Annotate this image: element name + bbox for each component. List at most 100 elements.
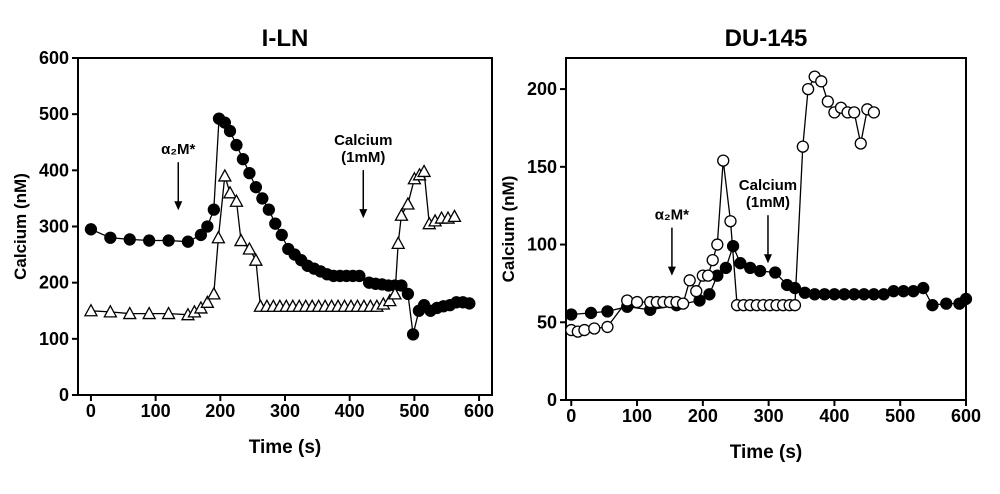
y-tick-label: 200: [527, 79, 557, 99]
marker: [917, 281, 930, 295]
marker: [103, 304, 118, 318]
x-tick-label: 0: [566, 406, 576, 426]
x-tick-label: 100: [622, 406, 652, 426]
marker: [621, 294, 634, 307]
y-tick-label: 0: [547, 390, 557, 410]
marker: [796, 140, 809, 153]
annotation-text: (1mM): [746, 194, 790, 211]
marker: [387, 286, 403, 300]
marker: [201, 220, 214, 233]
marker: [206, 286, 221, 300]
marker: [406, 328, 420, 341]
marker: [104, 231, 117, 244]
y-tick-label: 50: [537, 312, 557, 332]
marker: [229, 193, 244, 207]
marker: [207, 203, 220, 216]
marker: [601, 320, 614, 334]
y-axis-label: Calcium (nM): [11, 173, 30, 280]
marker: [83, 303, 99, 317]
y-axis-label: Calcium (nM): [499, 176, 518, 283]
marker: [711, 238, 724, 251]
marker: [391, 235, 406, 250]
marker: [801, 82, 815, 96]
y-tick-label: 150: [527, 157, 557, 177]
marker: [142, 306, 157, 320]
marker: [233, 233, 249, 247]
marker: [798, 286, 811, 299]
annotation-text: Calcium: [334, 132, 392, 149]
x-tick-label: 400: [335, 401, 365, 421]
marker: [719, 261, 733, 275]
annotation-text: Calcium: [739, 177, 797, 194]
annotation-arrowhead: [174, 201, 183, 211]
x-tick-label: 600: [464, 401, 494, 421]
marker: [717, 154, 730, 167]
marker: [256, 192, 269, 205]
marker: [848, 106, 861, 119]
marker: [236, 152, 250, 166]
marker: [382, 293, 397, 307]
annotation-text: α₂M*: [655, 207, 689, 224]
marker: [867, 106, 881, 119]
marker: [248, 252, 263, 266]
marker: [262, 203, 275, 216]
x-tick-label: 300: [754, 406, 784, 426]
marker: [275, 228, 288, 242]
marker: [123, 233, 136, 246]
marker: [416, 164, 432, 178]
marker: [194, 228, 208, 242]
marker: [162, 234, 175, 247]
marker: [200, 294, 215, 308]
marker: [854, 137, 867, 150]
y-tick-label: 100: [527, 235, 557, 255]
marker: [788, 299, 802, 312]
marker: [463, 297, 476, 310]
marker: [161, 306, 176, 320]
marker: [249, 181, 263, 194]
marker: [690, 285, 703, 298]
marker: [400, 196, 416, 210]
marker: [584, 306, 598, 320]
marker: [122, 306, 137, 320]
marker: [959, 292, 973, 306]
x-axis-label: Time (s): [730, 442, 803, 463]
marker: [269, 217, 282, 230]
x-tick-label: 200: [205, 401, 235, 421]
annotation-arrowhead: [763, 254, 772, 264]
x-tick-label: 300: [270, 401, 300, 421]
y-tick-label: 0: [59, 385, 69, 405]
x-axis-label: Time (s): [249, 437, 322, 458]
x-tick-label: 500: [399, 401, 429, 421]
y-tick-label: 600: [39, 48, 69, 68]
marker: [84, 223, 98, 236]
marker: [217, 168, 232, 182]
marker: [588, 322, 601, 335]
marker: [230, 138, 243, 152]
y-tick-label: 100: [39, 329, 69, 349]
marker: [243, 166, 256, 180]
annotation-arrowhead: [667, 266, 676, 276]
marker: [211, 230, 226, 244]
marker: [143, 234, 156, 247]
marker: [565, 308, 578, 321]
marker: [734, 257, 747, 270]
annotation-arrowhead: [359, 209, 368, 219]
y-tick-label: 500: [39, 104, 69, 124]
x-tick-label: 600: [951, 406, 981, 426]
x-tick-label: 0: [86, 401, 96, 421]
y-tick-label: 300: [39, 217, 69, 237]
marker: [706, 253, 719, 267]
marker: [815, 75, 828, 88]
x-tick-label: 400: [819, 406, 849, 426]
marker: [701, 269, 715, 282]
marker: [940, 297, 953, 310]
marker: [401, 287, 415, 301]
marker: [630, 295, 644, 309]
marker: [578, 323, 591, 337]
marker: [181, 235, 195, 248]
marker: [601, 305, 614, 318]
marker: [724, 215, 737, 228]
marker: [703, 288, 716, 301]
